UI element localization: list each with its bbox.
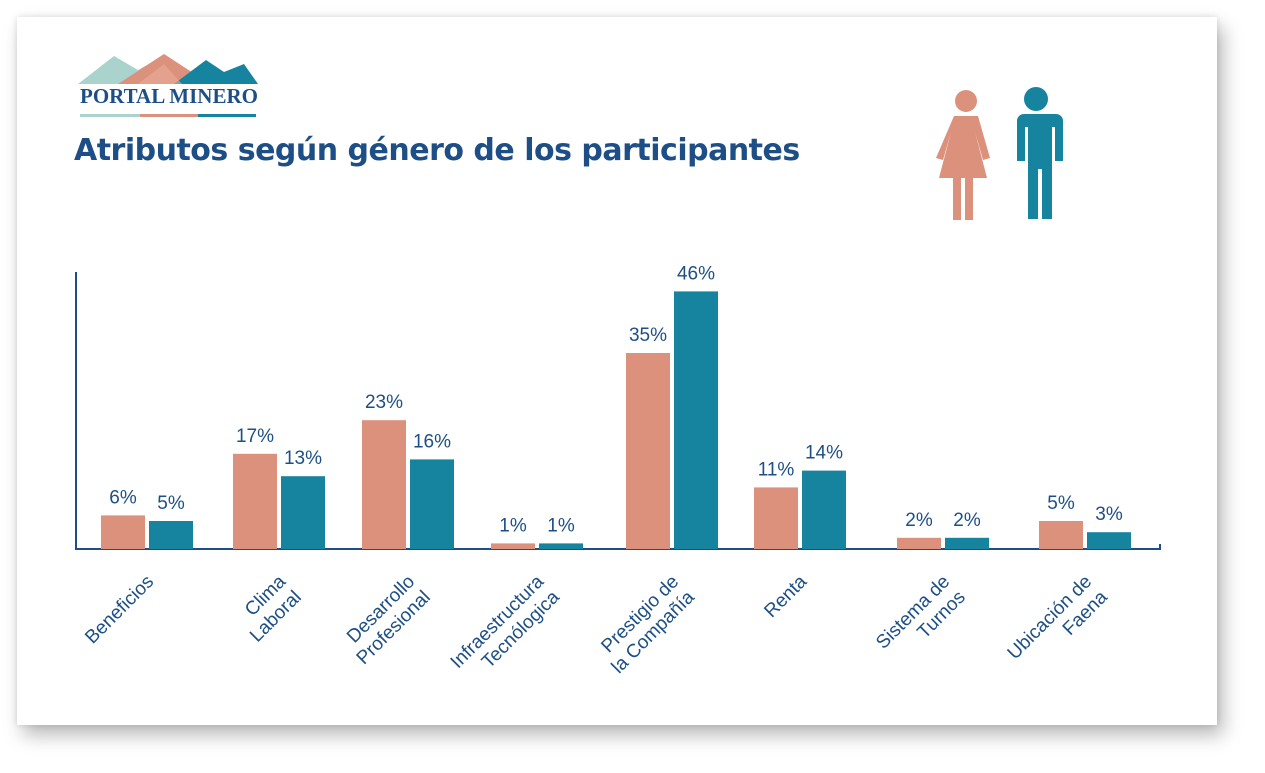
- bar-female-0: [101, 515, 145, 549]
- data-label-male-4: 46%: [677, 263, 715, 284]
- data-label-female-4: 35%: [629, 325, 667, 346]
- bar-male-6: [945, 537, 989, 549]
- data-label-male-0: 5%: [157, 493, 185, 514]
- data-label-male-1: 13%: [284, 448, 322, 469]
- bar-female-5: [754, 487, 798, 549]
- category-label-line: Beneficios: [81, 571, 158, 648]
- bar-female-2: [362, 420, 406, 549]
- logo-text: PORTAL MINERO: [80, 84, 258, 108]
- bar-female-6: [897, 537, 941, 549]
- chart-title: Atributos según género de los participan…: [74, 133, 800, 168]
- bar-female-3: [491, 543, 535, 549]
- data-label-female-5: 11%: [758, 459, 795, 480]
- bar-male-0: [149, 521, 193, 549]
- category-label-line: Renta: [760, 571, 811, 622]
- data-label-male-2: 16%: [413, 431, 451, 452]
- bar-male-7: [1087, 532, 1131, 549]
- data-label-male-7: 3%: [1095, 504, 1123, 525]
- data-label-male-6: 2%: [953, 510, 981, 531]
- bar-female-4: [626, 353, 670, 549]
- bar-female-7: [1039, 521, 1083, 549]
- data-label-female-7: 5%: [1047, 493, 1075, 514]
- bar-male-2: [410, 459, 454, 549]
- category-label-5: Renta: [760, 571, 811, 622]
- portal-minero-logo: [78, 54, 258, 117]
- bar-female-1: [233, 453, 277, 549]
- bar-male-1: [281, 476, 325, 549]
- data-label-female-0: 6%: [109, 487, 137, 508]
- data-label-female-6: 2%: [905, 510, 933, 531]
- data-label-male-5: 14%: [805, 443, 843, 464]
- data-label-female-1: 17%: [236, 426, 274, 447]
- data-label-male-3: 1%: [547, 515, 575, 536]
- bar-male-3: [539, 543, 583, 549]
- data-label-female-3: 1%: [499, 515, 527, 536]
- gender-icons: [936, 87, 1063, 220]
- bar-male-5: [802, 470, 846, 549]
- data-label-female-2: 23%: [365, 392, 403, 413]
- male-figure-icon: [1016, 87, 1063, 219]
- female-figure-icon: [936, 90, 990, 220]
- category-label-0: Beneficios: [81, 571, 158, 648]
- bar-male-4: [674, 291, 718, 549]
